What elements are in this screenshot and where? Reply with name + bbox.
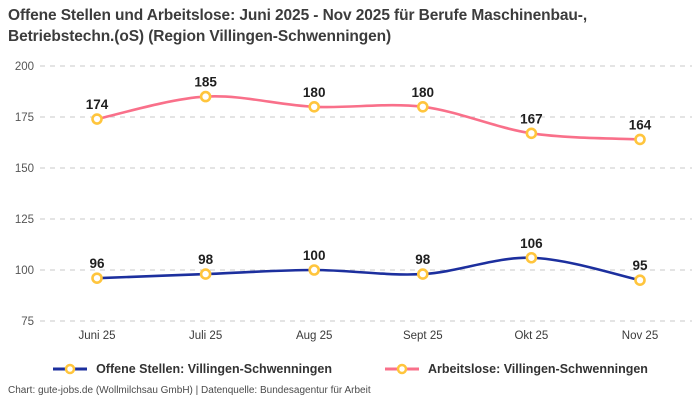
data-point-label: 185 <box>194 75 217 90</box>
y-axis-tick-label: 175 <box>15 112 34 124</box>
data-point-marker[interactable] <box>525 251 538 264</box>
legend-item-offene-stellen: Offene Stellen: Villingen-Schwenningen <box>52 362 332 376</box>
chart-title: Offene Stellen und Arbeitslose: Juni 202… <box>8 7 588 46</box>
data-point-label: 96 <box>89 256 105 271</box>
data-point-marker[interactable] <box>91 272 103 284</box>
legend-line-marker-icon <box>384 363 419 375</box>
data-point-label: 98 <box>198 252 214 267</box>
series-line-arbeitslose <box>95 95 642 141</box>
x-axis-label: Nov 25 <box>622 330 658 342</box>
data-point-marker[interactable] <box>199 90 212 103</box>
attribution-text: Chart: gute-jobs.de (Wollmilchsau GmbH) … <box>8 385 371 396</box>
data-point-marker[interactable] <box>199 268 212 280</box>
data-point-label: 180 <box>412 85 435 100</box>
data-point-marker[interactable] <box>525 127 538 140</box>
data-point-marker[interactable] <box>308 264 321 276</box>
y-axis-tick-label: 100 <box>15 265 34 277</box>
data-point-label: 95 <box>632 258 648 273</box>
x-axis-label: Juni 25 <box>78 330 115 342</box>
legend-line-marker-icon <box>53 363 88 375</box>
data-point-marker[interactable] <box>416 268 429 280</box>
data-point-label: 180 <box>303 85 326 100</box>
chart-legend: Offene Stellen: Villingen-Schwenningen A… <box>0 357 700 381</box>
data-point-marker[interactable] <box>91 113 103 125</box>
legend-item-arbeitslose: Arbeitslose: Villingen-Schwenningen <box>384 362 648 376</box>
data-point-label: 174 <box>86 97 109 112</box>
data-point-label: 100 <box>303 248 326 263</box>
x-axis-label: Juli 25 <box>189 330 222 342</box>
y-axis-tick-label: 125 <box>15 214 34 226</box>
y-axis-tick-label: 150 <box>15 163 34 175</box>
legend-label: Arbeitslose: Villingen-Schwenningen <box>427 362 648 376</box>
series-line-offene-stellen <box>95 256 642 282</box>
data-point-marker[interactable] <box>308 100 321 113</box>
data-point-label: 106 <box>520 236 543 251</box>
x-axis-label: Okt 25 <box>514 330 548 342</box>
x-axis-label: Aug 25 <box>296 330 332 342</box>
data-point-marker[interactable] <box>634 274 646 286</box>
data-point-label: 164 <box>629 117 652 132</box>
data-point-label: 167 <box>520 111 543 126</box>
y-axis-tick-label: 75 <box>21 316 34 328</box>
x-axis-label: Sept 25 <box>403 330 443 342</box>
line-chart: 75 100 125 150 175 200 Juni 25 Juli 25 Aug 25 Sep… <box>15 61 692 342</box>
y-axis-tick-label: 200 <box>15 61 34 73</box>
data-point-marker[interactable] <box>416 100 429 113</box>
data-point-label: 98 <box>415 252 431 267</box>
legend-label: Offene Stellen: Villingen-Schwenningen <box>96 362 332 376</box>
data-point-marker[interactable] <box>634 133 646 146</box>
